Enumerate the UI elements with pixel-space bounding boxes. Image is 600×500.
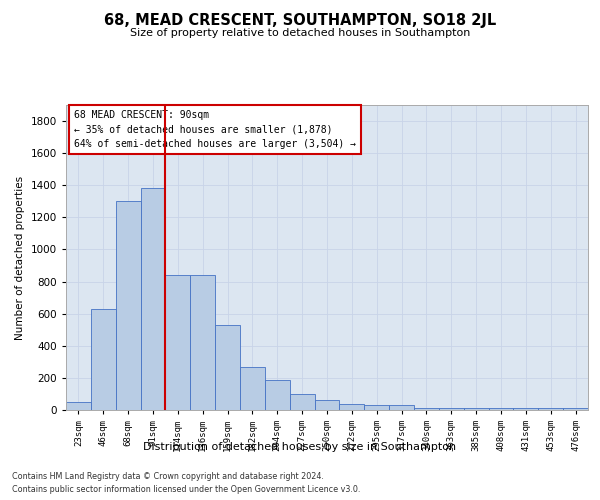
Bar <box>514 408 538 410</box>
Text: 68, MEAD CRESCENT, SOUTHAMPTON, SO18 2JL: 68, MEAD CRESCENT, SOUTHAMPTON, SO18 2JL <box>104 12 496 28</box>
Bar <box>166 275 190 410</box>
Bar <box>488 408 514 410</box>
Bar <box>290 394 314 410</box>
Y-axis label: Number of detached properties: Number of detached properties <box>15 176 25 340</box>
Bar <box>265 380 290 410</box>
Bar <box>340 404 364 410</box>
Bar <box>91 309 116 410</box>
Text: Contains public sector information licensed under the Open Government Licence v3: Contains public sector information licen… <box>12 485 361 494</box>
Bar <box>464 408 488 410</box>
Bar <box>116 202 140 410</box>
Bar <box>190 275 215 410</box>
Text: Distribution of detached houses by size in Southampton: Distribution of detached houses by size … <box>143 442 457 452</box>
Bar <box>240 366 265 410</box>
Text: Size of property relative to detached houses in Southampton: Size of property relative to detached ho… <box>130 28 470 38</box>
Bar <box>389 405 414 410</box>
Bar <box>140 188 166 410</box>
Text: Contains HM Land Registry data © Crown copyright and database right 2024.: Contains HM Land Registry data © Crown c… <box>12 472 324 481</box>
Bar <box>538 408 563 410</box>
Bar <box>414 408 439 410</box>
Bar <box>66 402 91 410</box>
Bar <box>215 325 240 410</box>
Bar <box>364 405 389 410</box>
Bar <box>314 400 340 410</box>
Bar <box>563 408 588 410</box>
Bar <box>439 408 464 410</box>
Text: 68 MEAD CRESCENT: 90sqm
← 35% of detached houses are smaller (1,878)
64% of semi: 68 MEAD CRESCENT: 90sqm ← 35% of detache… <box>74 110 356 149</box>
